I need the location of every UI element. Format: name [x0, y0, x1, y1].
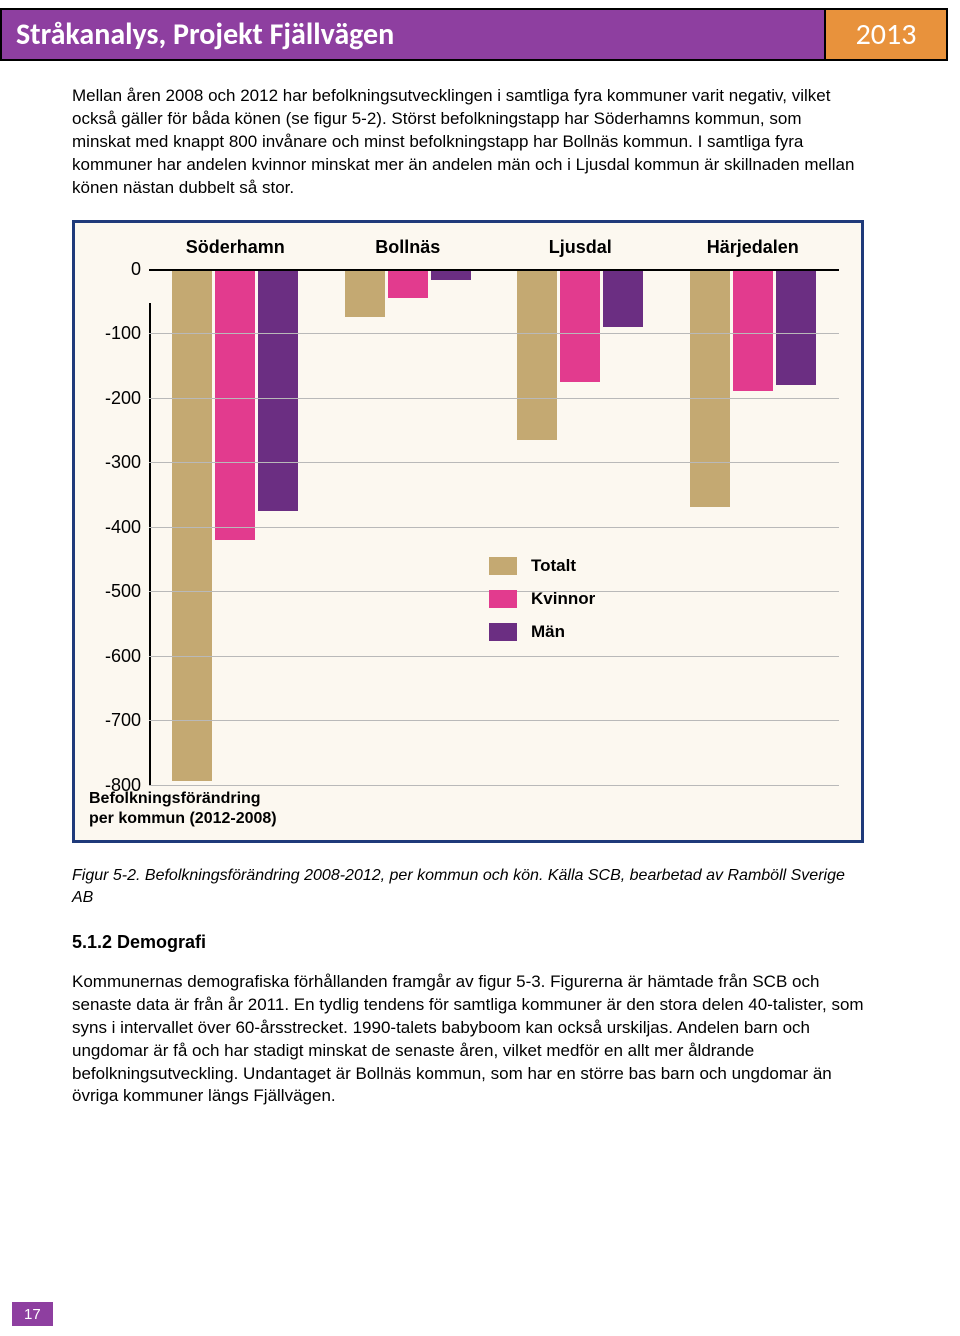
population-change-chart: SöderhamnBollnäsLjusdalHärjedalen 0 -100 -… — [72, 220, 864, 844]
y-tick-label: -100 — [105, 321, 149, 345]
bar — [560, 269, 600, 382]
legend-item-totalt: Totalt — [489, 555, 595, 578]
grid-line — [149, 720, 839, 721]
legend-label: Totalt — [531, 555, 576, 578]
bar — [345, 269, 385, 317]
figure-caption: Figur 5-2. Befolkningsförändring 2008-20… — [72, 865, 864, 908]
bar — [603, 269, 643, 327]
y-tick-label: -400 — [105, 515, 149, 539]
category-label: Härjedalen — [667, 235, 840, 265]
grid-line — [149, 527, 839, 528]
page-number: 17 — [12, 1302, 53, 1326]
grid-line — [149, 269, 839, 271]
y-tick-label: -500 — [105, 579, 149, 603]
y-tick-label: -600 — [105, 644, 149, 668]
grid-line — [149, 333, 839, 334]
legend-item-kvinnor: Kvinnor — [489, 588, 595, 611]
category-label: Ljusdal — [494, 235, 667, 265]
page-content: Mellan åren 2008 och 2012 har befolkning… — [0, 61, 960, 1108]
category-label: Bollnäs — [322, 235, 495, 265]
bar — [690, 269, 730, 508]
y-tick-label: -300 — [105, 450, 149, 474]
y-tick-label: -200 — [105, 386, 149, 410]
bar — [172, 269, 212, 782]
bar — [215, 269, 255, 540]
bar — [388, 269, 428, 298]
page-header: Stråkanalys, Projekt Fjällvägen 2013 — [0, 8, 948, 61]
section-heading: 5.1.2 Demografi — [72, 930, 864, 954]
grid-line — [149, 462, 839, 463]
grid-line — [149, 398, 839, 399]
grid-line — [149, 656, 839, 657]
bar — [258, 269, 298, 511]
y-tick-label: -800 — [105, 773, 149, 797]
legend-label: Kvinnor — [531, 588, 595, 611]
header-title: Stråkanalys, Projekt Fjällvägen — [2, 10, 826, 59]
category-label: Söderhamn — [149, 235, 322, 265]
chart-axis-title: Befolkningsförändring per kommun (2012-2… — [89, 789, 847, 831]
intro-paragraph: Mellan åren 2008 och 2012 har befolkning… — [72, 85, 864, 200]
legend-label: Män — [531, 621, 565, 644]
bar — [517, 269, 557, 440]
demography-paragraph: Kommunernas demografiska förhållanden fr… — [72, 971, 864, 1109]
y-tick-label: 0 — [131, 257, 149, 281]
grid-line — [149, 785, 839, 786]
bar — [733, 269, 773, 392]
bar — [776, 269, 816, 385]
y-tick-label: -700 — [105, 708, 149, 732]
header-year: 2013 — [826, 10, 946, 59]
chart-legend: Totalt Kvinnor Män — [489, 555, 595, 654]
legend-item-man: Män — [489, 621, 595, 644]
